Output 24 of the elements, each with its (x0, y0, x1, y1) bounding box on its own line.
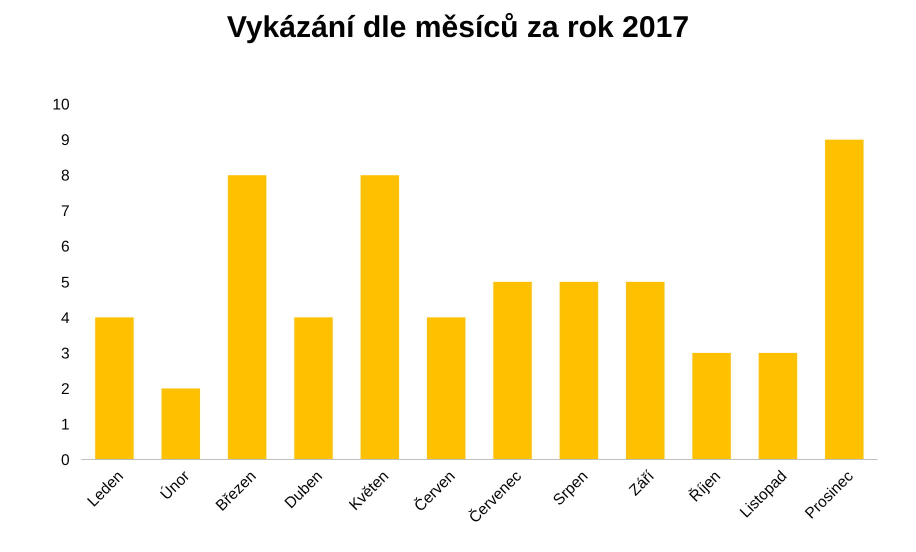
bar (825, 140, 864, 460)
bar (560, 282, 598, 460)
y-tick-label: 6 (60, 238, 70, 256)
bar (493, 282, 532, 460)
bar (758, 352, 798, 460)
bar (95, 317, 134, 460)
y-tick-label: 5 (60, 274, 70, 292)
y-tick-label: 1 (60, 416, 70, 434)
y-tick-label: 7 (60, 203, 70, 220)
bar (360, 175, 400, 460)
chart-title: Vykázání dle měsíců za rok 2017 (226, 11, 690, 44)
bar (426, 317, 466, 460)
bar (228, 175, 266, 460)
y-tick-label: 2 (60, 380, 70, 398)
y-tick-label: 8 (60, 168, 70, 185)
bar (692, 352, 731, 460)
bar (162, 388, 200, 460)
y-tick-label: 10 (52, 96, 70, 114)
y-tick-label: 3 (60, 345, 70, 362)
y-tick-label: 0 (60, 452, 70, 469)
bar (294, 317, 333, 460)
bar (626, 282, 664, 460)
y-tick-label: 4 (60, 310, 70, 327)
y-tick-label: 9 (60, 132, 70, 150)
